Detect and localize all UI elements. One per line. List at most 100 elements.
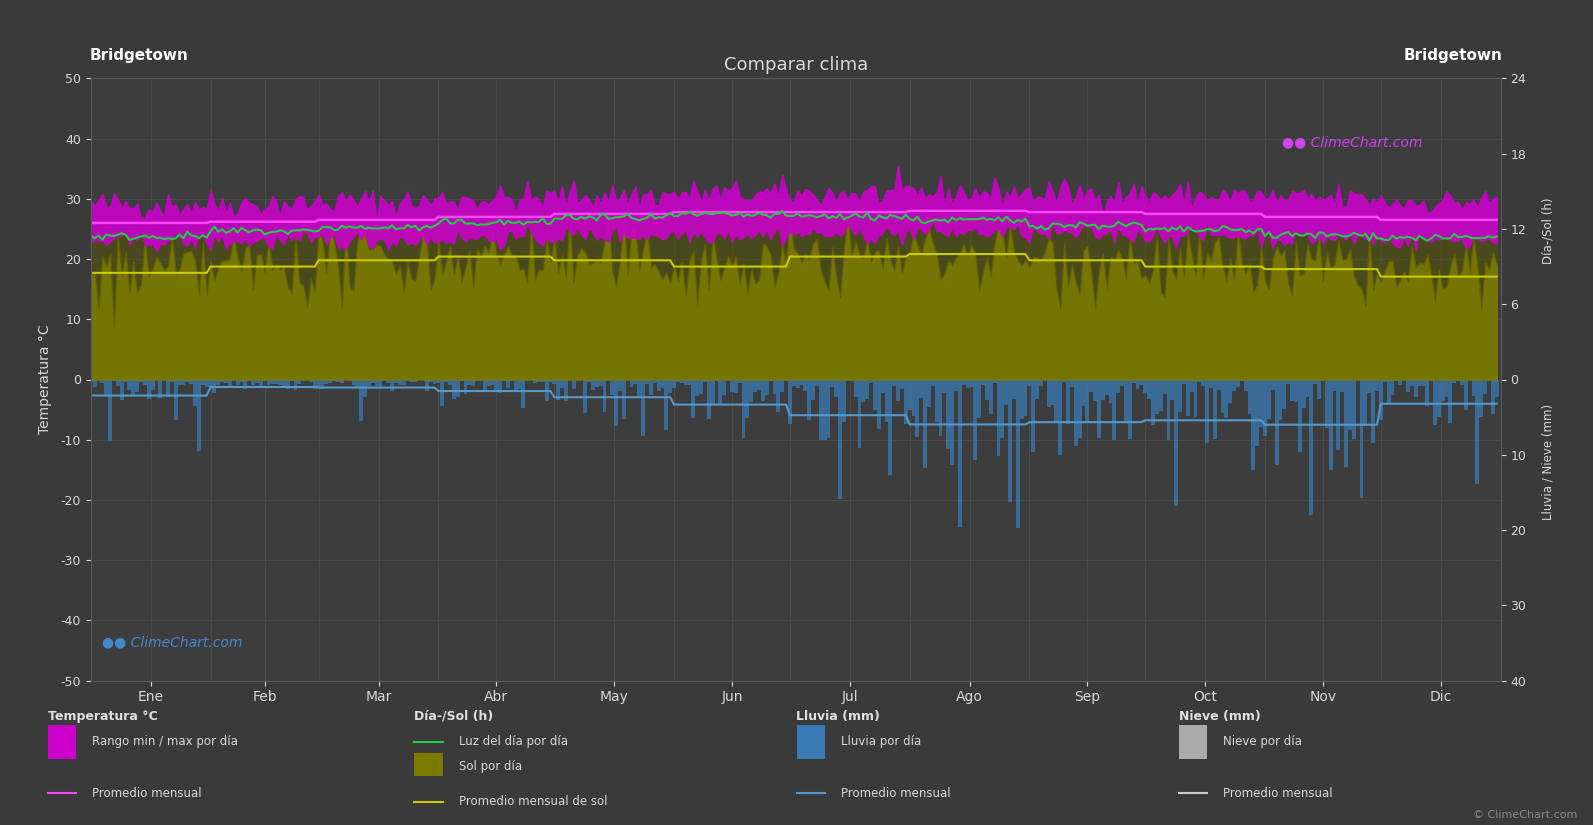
Bar	[139, 380, 143, 382]
Bar	[870, 380, 873, 383]
Text: Nieve por día: Nieve por día	[1223, 735, 1303, 748]
Bar	[483, 380, 487, 392]
Bar	[803, 380, 808, 391]
Bar	[1147, 380, 1152, 399]
Bar	[645, 380, 648, 384]
Bar	[892, 380, 897, 386]
Bar	[610, 380, 615, 395]
Bar	[185, 380, 190, 382]
Bar	[1399, 380, 1402, 385]
Bar	[653, 380, 656, 383]
Bar	[217, 380, 220, 385]
Bar	[534, 380, 537, 383]
Bar	[1360, 380, 1364, 498]
Bar	[1008, 380, 1012, 502]
Bar	[695, 380, 699, 396]
Bar	[100, 380, 104, 383]
Bar	[938, 380, 943, 436]
Bar	[1437, 380, 1440, 417]
Bar	[1112, 380, 1117, 440]
Bar	[970, 380, 973, 387]
Bar	[1380, 380, 1383, 420]
Bar	[1344, 380, 1348, 467]
Bar	[1182, 380, 1185, 384]
Bar	[618, 380, 621, 391]
Bar	[271, 380, 274, 384]
Bar	[1317, 380, 1321, 399]
Bar	[1201, 380, 1206, 386]
Bar	[989, 380, 992, 414]
Bar	[1063, 380, 1066, 382]
Bar	[930, 380, 935, 385]
Bar	[1461, 380, 1464, 384]
Bar	[1274, 380, 1279, 465]
Bar	[515, 380, 518, 393]
Bar	[1158, 380, 1163, 411]
Bar	[808, 380, 811, 420]
Bar	[1329, 380, 1333, 470]
Bar	[456, 380, 460, 397]
Bar	[151, 380, 155, 390]
Bar	[436, 380, 440, 383]
Bar	[1082, 380, 1085, 406]
Bar	[656, 380, 661, 391]
Bar	[1375, 380, 1380, 391]
Text: Día-/Sol (h): Día-/Sol (h)	[414, 710, 494, 723]
Bar	[792, 380, 796, 386]
Bar	[1055, 380, 1058, 423]
Bar	[1325, 380, 1329, 428]
Text: Rango min / max por día: Rango min / max por día	[92, 735, 239, 748]
Bar	[594, 380, 599, 387]
Bar	[48, 725, 76, 758]
Bar	[244, 380, 247, 389]
Bar	[1426, 380, 1429, 406]
Bar	[401, 380, 406, 385]
Bar	[924, 380, 927, 468]
Bar	[965, 380, 970, 388]
Bar	[317, 380, 320, 388]
Bar	[1074, 380, 1078, 446]
Bar	[425, 380, 429, 391]
Bar	[440, 380, 444, 406]
Bar	[1012, 380, 1016, 399]
Bar	[225, 380, 228, 383]
Bar	[274, 380, 279, 384]
Bar	[884, 380, 889, 422]
Bar	[691, 380, 695, 417]
Bar	[642, 380, 645, 436]
Bar	[710, 380, 715, 405]
Bar	[718, 380, 722, 404]
Bar	[1120, 380, 1125, 386]
Bar	[830, 380, 835, 387]
Bar	[413, 380, 417, 382]
Bar	[1440, 380, 1445, 401]
Bar	[1020, 380, 1024, 419]
Bar	[429, 380, 433, 381]
Bar	[757, 380, 761, 390]
Bar	[1166, 380, 1171, 440]
Bar	[1225, 380, 1228, 418]
Bar	[672, 380, 675, 388]
Bar	[865, 380, 870, 399]
Bar	[954, 380, 957, 391]
Bar	[637, 380, 642, 398]
Bar	[946, 380, 949, 450]
Bar	[911, 380, 916, 416]
Bar	[1494, 380, 1499, 398]
Bar	[336, 380, 339, 382]
Bar	[683, 380, 688, 384]
Bar	[722, 380, 726, 395]
Bar	[1066, 380, 1070, 424]
Bar	[1448, 380, 1453, 422]
Bar	[1252, 380, 1255, 470]
Bar	[1337, 380, 1340, 450]
Bar	[444, 380, 448, 382]
Bar	[1125, 380, 1128, 422]
Bar	[460, 380, 464, 381]
Bar	[742, 380, 746, 438]
Bar	[1179, 380, 1182, 412]
Bar	[1039, 380, 1043, 385]
Bar	[448, 380, 452, 384]
Bar	[927, 380, 930, 407]
Bar	[414, 753, 443, 776]
